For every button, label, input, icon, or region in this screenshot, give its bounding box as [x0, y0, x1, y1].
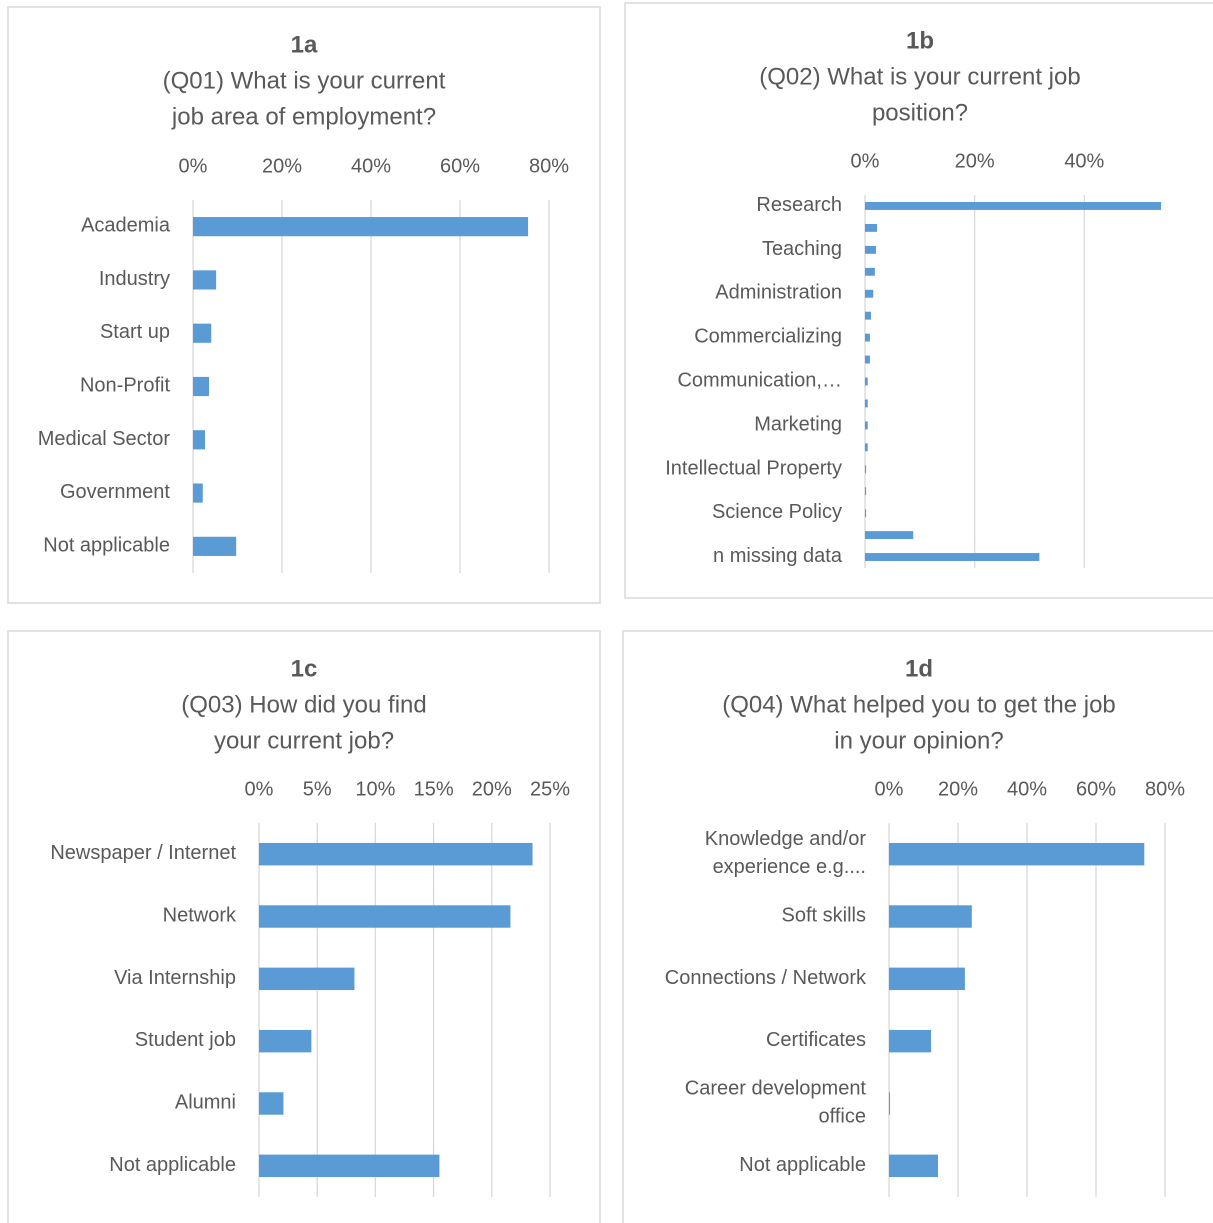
- x-tick-label: 15%: [414, 778, 454, 800]
- x-tick-label: 20%: [472, 778, 512, 800]
- bar: [865, 421, 868, 430]
- x-tick-label: 0%: [245, 778, 274, 800]
- chart-label: 1a: [291, 31, 318, 58]
- y-tick-label: Administration: [715, 282, 842, 304]
- bar: [865, 509, 867, 518]
- chart-title: position?: [872, 99, 968, 126]
- x-tick-label: 60%: [440, 155, 480, 177]
- bar: [193, 270, 217, 290]
- bar: [865, 245, 876, 254]
- x-tick-label: 0%: [179, 155, 208, 177]
- y-tick-label: Intellectual Property: [665, 458, 842, 480]
- chart-title: in your opinion?: [834, 727, 1003, 754]
- bar: [193, 376, 210, 397]
- y-tick-label: n missing data: [713, 545, 843, 567]
- y-tick-label: Non-Profit: [80, 375, 170, 397]
- bar: [193, 217, 529, 237]
- x-tick-label: 80%: [529, 155, 569, 177]
- bar: [865, 289, 874, 298]
- x-tick-label: 25%: [530, 778, 570, 800]
- y-tick-label: Alumni: [175, 1092, 236, 1114]
- y-tick-label: Start up: [100, 321, 170, 343]
- x-tick-label: 40%: [1064, 150, 1104, 172]
- y-tick-label: Soft skills: [782, 905, 866, 927]
- x-tick-label: 20%: [955, 150, 995, 172]
- y-tick-label: Newspaper / Internet: [50, 842, 236, 864]
- chart-title: (Q04) What helped you to get the job: [722, 691, 1116, 718]
- y-tick-label: Industry: [99, 268, 170, 290]
- x-tick-label: 40%: [1007, 778, 1047, 800]
- bar: [193, 430, 206, 450]
- y-tick-label: Not applicable: [109, 1154, 236, 1176]
- x-tick-label: 60%: [1076, 778, 1116, 800]
- bar: [259, 842, 533, 866]
- y-tick-label: Network: [163, 905, 237, 927]
- y-tick-label: Career development office: [685, 1078, 867, 1128]
- y-tick-label: Not applicable: [43, 535, 170, 557]
- panel: [624, 2, 1213, 599]
- bar: [259, 1092, 284, 1115]
- bar: [865, 223, 878, 232]
- bar: [889, 842, 1145, 866]
- bar: [865, 267, 875, 276]
- bar: [193, 483, 203, 503]
- bar: [889, 1154, 938, 1178]
- bar: [865, 377, 868, 386]
- chart-label: 1c: [291, 655, 318, 682]
- x-tick-label: 20%: [262, 155, 302, 177]
- bar: [865, 531, 914, 540]
- bar: [865, 311, 872, 320]
- bar: [193, 323, 212, 343]
- bar: [259, 967, 355, 991]
- y-tick-label: Marketing: [754, 414, 842, 436]
- y-tick-label: Commercializing: [694, 326, 842, 348]
- bar: [889, 967, 965, 991]
- bar: [193, 536, 237, 556]
- x-tick-label: 5%: [303, 778, 332, 800]
- y-tick-label: Research: [756, 194, 842, 216]
- y-tick-label: Connections / Network: [665, 967, 867, 989]
- bar: [865, 465, 867, 474]
- bar: [259, 1154, 440, 1178]
- chart-label: 1b: [906, 27, 934, 54]
- y-tick-label: Government: [60, 481, 170, 503]
- y-tick-label: Communication,…: [677, 370, 842, 392]
- y-tick-label: Student job: [135, 1029, 236, 1051]
- bar: [865, 487, 867, 496]
- y-tick-label: Not applicable: [739, 1154, 866, 1176]
- y-tick-label: Teaching: [762, 238, 842, 260]
- bar: [889, 1029, 932, 1053]
- x-tick-label: 0%: [851, 150, 880, 172]
- bar: [259, 1029, 312, 1053]
- bar: [865, 333, 870, 342]
- bar: [865, 355, 870, 364]
- chart-label: 1d: [905, 655, 933, 682]
- chart-title: (Q03) How did you find: [181, 691, 426, 718]
- bar: [865, 553, 1040, 561]
- y-tick-label: Knowledge and/or experience e.g....: [705, 828, 867, 878]
- y-tick-label: Medical Sector: [38, 428, 171, 450]
- x-tick-label: 40%: [351, 155, 391, 177]
- bar: [889, 1092, 891, 1115]
- bar: [865, 399, 868, 408]
- x-tick-label: 0%: [875, 778, 904, 800]
- x-tick-label: 80%: [1145, 778, 1185, 800]
- chart-title: (Q02) What is your current job: [759, 63, 1080, 90]
- y-tick-label: Certificates: [766, 1029, 866, 1051]
- y-tick-label: Via Internship: [114, 967, 236, 989]
- bar: [259, 905, 511, 928]
- x-tick-label: 20%: [938, 778, 978, 800]
- y-tick-label: Academia: [81, 215, 171, 237]
- chart-title: your current job?: [214, 727, 394, 754]
- chart-title: job area of employment?: [171, 103, 436, 130]
- bar: [865, 443, 868, 452]
- bar: [865, 202, 1162, 210]
- panel: [7, 6, 601, 604]
- bar: [889, 905, 972, 928]
- y-tick-label: Science Policy: [712, 501, 842, 523]
- x-tick-label: 10%: [355, 778, 395, 800]
- chart-title: (Q01) What is your current: [163, 67, 446, 94]
